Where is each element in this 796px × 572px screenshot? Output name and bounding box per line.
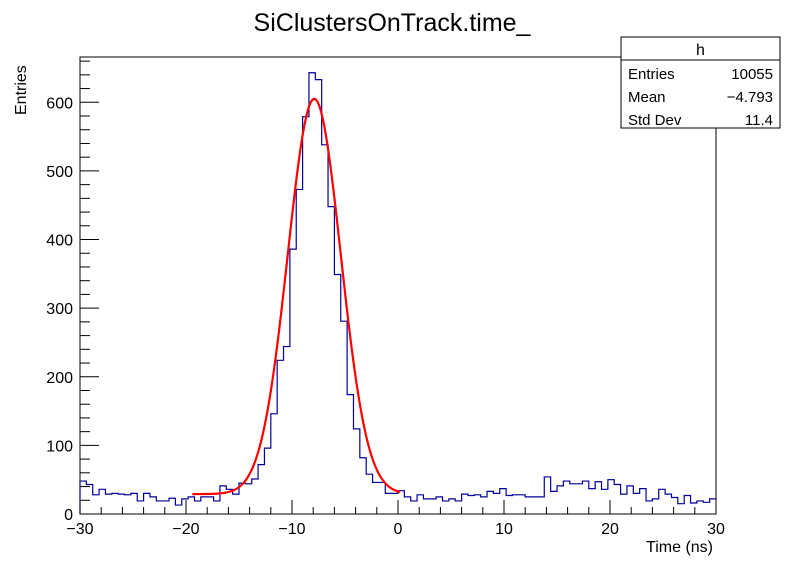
stats-value: −4.793 bbox=[727, 89, 773, 106]
y-tick-label: 400 bbox=[46, 233, 73, 250]
stats-box-title: h bbox=[696, 42, 705, 59]
x-tick-label: 30 bbox=[707, 521, 725, 538]
x-axis-label: Time (ns) bbox=[646, 539, 713, 556]
x-tick-label: 10 bbox=[495, 521, 513, 538]
histogram bbox=[79, 72, 716, 514]
fit-line bbox=[192, 97, 401, 496]
y-tick-label: 600 bbox=[46, 95, 73, 112]
stats-value: 11.4 bbox=[745, 112, 773, 129]
stats-box: h Entries 10055 Mean −4.793 Std Dev 11.4 bbox=[620, 36, 781, 129]
y-tick-label: 200 bbox=[46, 370, 73, 387]
chart-title: SiClustersOnTrack.time_ bbox=[254, 9, 532, 37]
x-tick-label: −20 bbox=[172, 521, 199, 538]
y-tick-label: 500 bbox=[46, 164, 73, 181]
stats-label: Std Dev bbox=[628, 112, 682, 129]
stats-label: Mean bbox=[628, 89, 666, 106]
x-tick-label: −10 bbox=[278, 521, 305, 538]
x-tick-label: 0 bbox=[394, 521, 403, 538]
fit-curve bbox=[192, 97, 401, 496]
stats-value: 10055 bbox=[731, 66, 773, 83]
y-tick-label: 100 bbox=[46, 438, 73, 455]
x-tick-label: 20 bbox=[601, 521, 619, 538]
y-axis-label: Entries bbox=[13, 65, 30, 115]
y-tick-label: 0 bbox=[64, 507, 73, 524]
stats-label: Entries bbox=[628, 66, 675, 83]
x-tick-label: −30 bbox=[66, 521, 93, 538]
stats-box-frame bbox=[620, 36, 781, 129]
histogram-line bbox=[79, 72, 716, 514]
y-tick-label: 300 bbox=[46, 301, 73, 318]
